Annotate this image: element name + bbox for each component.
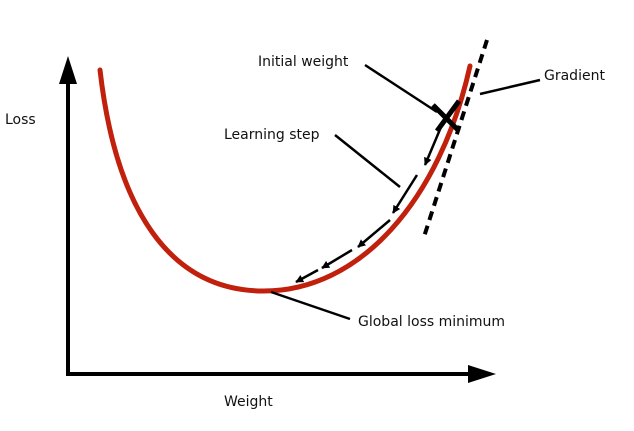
gradient-leader <box>479 78 541 96</box>
global-minimum-label: Global loss minimum <box>358 314 505 330</box>
learning-step-arrow <box>423 126 443 166</box>
global-minimum-leader <box>270 290 351 321</box>
learning-step-arrow <box>321 248 353 270</box>
y-axis-label: Loss <box>5 112 36 128</box>
x-axis-label: Weight <box>224 394 273 410</box>
learning-step-arrow <box>357 219 391 248</box>
learning-step-arrow <box>391 174 419 214</box>
y-axis-arrowhead-icon <box>59 56 77 84</box>
initial-weight-leader <box>364 63 438 114</box>
learning-step-arrow <box>295 268 319 284</box>
gradient-label: Gradient <box>544 68 605 84</box>
learning-step-label: Learning step <box>224 127 320 143</box>
learning-step-leader <box>334 134 401 188</box>
initial-weight-label: Initial weight <box>258 54 349 70</box>
gradient-tangent-line <box>421 39 489 241</box>
x-axis-arrowhead-icon <box>468 365 496 383</box>
x-mark-icon <box>431 99 462 133</box>
loss-curve <box>97 63 473 294</box>
